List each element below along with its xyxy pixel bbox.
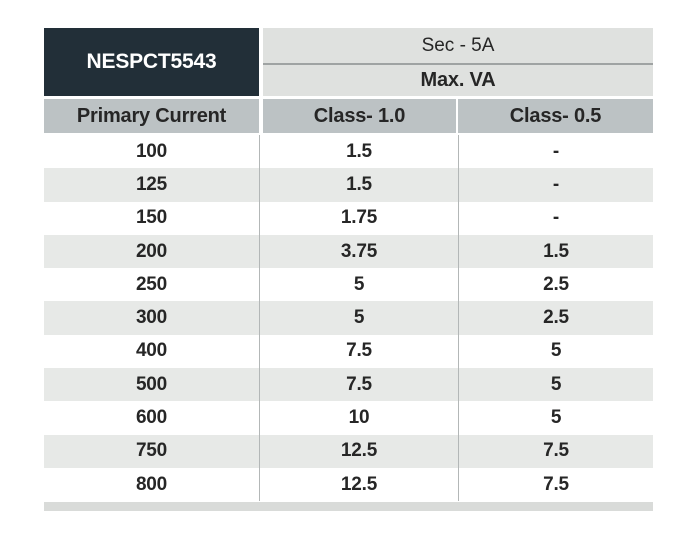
class-0-5-value: 7.5 — [458, 434, 653, 468]
class-0-5-value: 5 — [458, 401, 653, 435]
class-0-5-value: - — [458, 168, 653, 202]
table-row: 300 5 2.5 — [44, 301, 653, 335]
column-header-primary-current: Primary Current — [44, 99, 259, 133]
class-1-0-value: 7.5 — [259, 334, 458, 369]
class-0-5-value: - — [458, 201, 653, 235]
spec-table: NESPCT5543 Sec - 5A Max. VA Primary Curr… — [44, 28, 653, 512]
primary-current-value: 750 — [135, 440, 168, 462]
table-row: 200 3.75 1.5 — [44, 234, 653, 269]
class-1-0-value: 1.5 — [259, 168, 458, 202]
table-top-block: NESPCT5543 Sec - 5A Max. VA — [44, 28, 653, 96]
primary-current-value: 300 — [135, 307, 168, 329]
primary-current-value: 500 — [135, 373, 168, 395]
class-0-5-value: 5 — [458, 368, 653, 402]
primary-current-value: 200 — [135, 240, 168, 262]
class-1-0-value: 10 — [259, 401, 458, 435]
table-row: 400 7.5 5 — [44, 334, 653, 369]
banner-divider — [263, 63, 653, 65]
column-header-class-0-5: Class- 0.5 — [458, 99, 653, 133]
primary-current-value: 100 — [135, 140, 168, 162]
class-1-0-value: 3.75 — [259, 234, 458, 269]
table-body: 100 1.5 - 125 1.5 - 150 1.75 - 200 3.75 … — [44, 135, 653, 502]
banner-stack: Sec - 5A Max. VA — [263, 28, 653, 96]
column-header-class-1-0: Class- 1.0 — [263, 99, 456, 133]
max-va-cell: Max. VA — [263, 65, 653, 96]
class-1-0-value: 12.5 — [259, 467, 458, 502]
table-row: 500 7.5 5 — [44, 368, 653, 402]
primary-current-value: 250 — [135, 273, 168, 295]
secondary-rating-label: Sec - 5A — [421, 34, 495, 56]
max-va-label: Max. VA — [420, 69, 496, 91]
primary-current-value: 400 — [135, 340, 168, 362]
table-row: 750 12.5 7.5 — [44, 434, 653, 468]
class-0-5-value: 1.5 — [458, 234, 653, 269]
row-gap — [44, 96, 653, 99]
primary-current-value: 125 — [135, 173, 168, 195]
column-header-row: Primary Current Class- 1.0 Class- 0.5 — [44, 99, 653, 133]
model-number: NESPCT5543 — [86, 50, 217, 73]
column-gap — [259, 28, 263, 96]
table-row: 125 1.5 - — [44, 168, 653, 202]
bottom-strip — [44, 502, 653, 512]
class-1-0-value: 1.75 — [259, 201, 458, 235]
table-row: 250 5 2.5 — [44, 268, 653, 302]
table-row: 600 10 5 — [44, 401, 653, 435]
class-1-0-value: 5 — [259, 301, 458, 335]
class-1-0-value: 1.5 — [259, 135, 458, 169]
table-row: 150 1.75 - — [44, 201, 653, 235]
primary-current-value: 800 — [135, 473, 168, 495]
class-0-5-value: - — [458, 135, 653, 169]
class-0-5-value: 5 — [458, 334, 653, 369]
column-gap — [456, 99, 458, 133]
model-number-cell: NESPCT5543 — [44, 28, 259, 96]
row-gap — [44, 133, 653, 135]
table-row: 800 12.5 7.5 — [44, 467, 653, 502]
class-1-0-value: 12.5 — [259, 434, 458, 468]
class-0-5-value: 2.5 — [458, 301, 653, 335]
class-0-5-value: 7.5 — [458, 467, 653, 502]
class-1-0-value: 7.5 — [259, 368, 458, 402]
primary-current-value: 600 — [135, 407, 168, 429]
table-row: 100 1.5 - — [44, 135, 653, 169]
secondary-rating-cell: Sec - 5A — [263, 28, 653, 63]
class-0-5-value: 2.5 — [458, 268, 653, 302]
primary-current-value: 150 — [135, 207, 168, 229]
class-1-0-value: 5 — [259, 268, 458, 302]
column-gap — [259, 99, 263, 133]
